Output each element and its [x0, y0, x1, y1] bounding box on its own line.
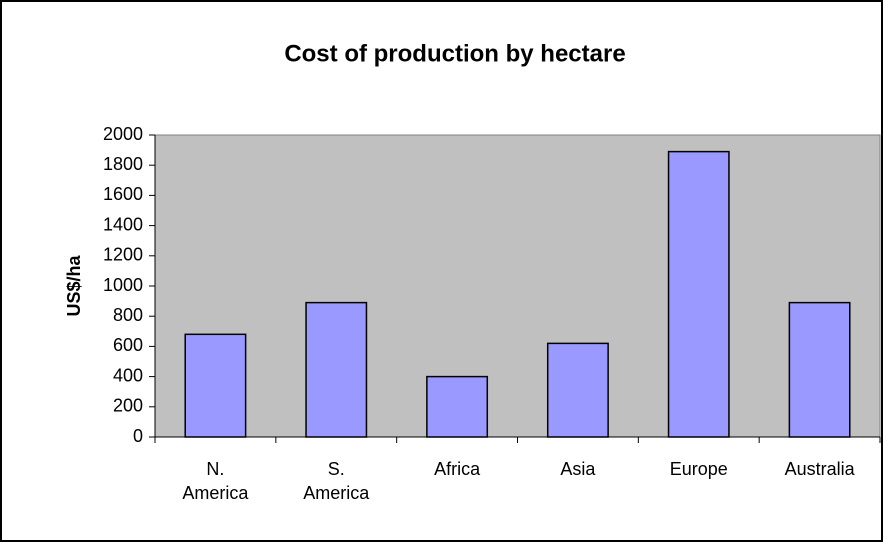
x-tick-label: N. America	[182, 459, 249, 503]
x-tick-label: Europe	[669, 459, 728, 479]
y-tick-label: 1000	[103, 275, 143, 295]
y-tick-label: 2000	[103, 124, 143, 144]
x-tick-label: Africa	[434, 459, 481, 479]
y-tick-label: 200	[113, 396, 143, 416]
x-tick-label: Asia	[560, 459, 596, 479]
x-tick-label: Australia	[784, 459, 855, 479]
x-tick-label: S. America	[303, 459, 370, 503]
y-tick-label: 400	[113, 365, 143, 385]
bar	[667, 150, 730, 438]
y-axis-title: US$/ha	[64, 255, 84, 317]
bar	[305, 301, 368, 438]
y-tick-label: 1200	[103, 245, 143, 265]
bar	[788, 301, 851, 438]
y-tick-label: 600	[113, 335, 143, 355]
bar	[184, 333, 247, 438]
y-tick-label: 1400	[103, 214, 143, 234]
y-tick-label: 1600	[103, 184, 143, 204]
bar	[546, 342, 609, 438]
plot-area	[154, 134, 881, 438]
y-tick-label: 0	[133, 426, 143, 446]
chart-title: Cost of production by hectare	[284, 40, 625, 67]
y-tick-label: 800	[113, 305, 143, 325]
y-tick-label: 1800	[103, 154, 143, 174]
bar	[426, 375, 489, 438]
